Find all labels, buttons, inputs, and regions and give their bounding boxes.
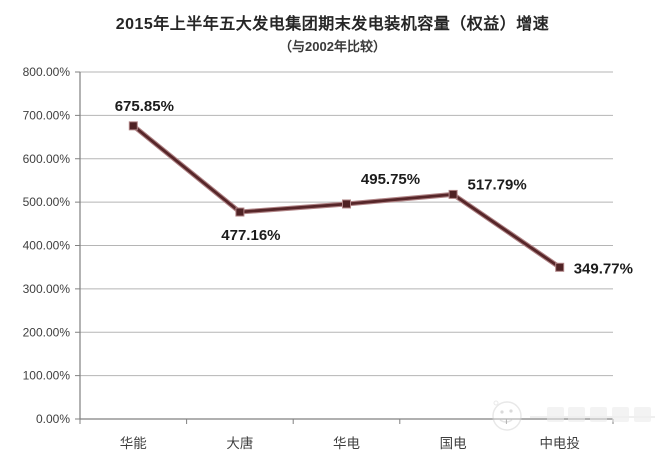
y-tick-label: 200.00% xyxy=(23,325,71,339)
data-point-marker xyxy=(342,199,351,209)
data-point-marker xyxy=(128,121,138,131)
round-mascot-logo-icon xyxy=(492,400,522,431)
x-category-label: 华能 xyxy=(120,436,147,451)
y-tick-label: 700.00% xyxy=(23,108,71,122)
data-point-label: 495.75% xyxy=(361,171,420,188)
y-tick-label: 100.00% xyxy=(23,369,71,383)
y-tick-label: 500.00% xyxy=(23,195,71,209)
y-tick-label: 800.00% xyxy=(23,65,71,79)
x-category-label: 国电 xyxy=(440,436,467,451)
y-tick-label: 0.00% xyxy=(36,412,70,426)
y-tick-label: 400.00% xyxy=(23,239,71,253)
y-tick-label: 300.00% xyxy=(23,282,71,296)
data-point-marker xyxy=(555,262,565,272)
watermark-text-blur xyxy=(530,407,655,422)
chart-subtitle: （与2002年比较） xyxy=(279,39,386,54)
x-category-label: 华电 xyxy=(333,436,360,451)
chart-title: 2015年上半年五大发电集团期末发电装机容量（权益）增速 xyxy=(115,16,550,33)
data-point-label: 675.85% xyxy=(115,98,174,115)
data-point-label: 349.77% xyxy=(574,260,633,277)
data-point-marker xyxy=(235,207,245,217)
x-category-label: 中电投 xyxy=(539,436,580,451)
data-point-marker xyxy=(448,189,458,199)
x-category-label: 大唐 xyxy=(226,435,253,451)
data-point-label: 517.79% xyxy=(467,176,526,193)
y-tick-label: 600.00% xyxy=(23,152,71,166)
data-point-label: 477.16% xyxy=(221,227,280,244)
